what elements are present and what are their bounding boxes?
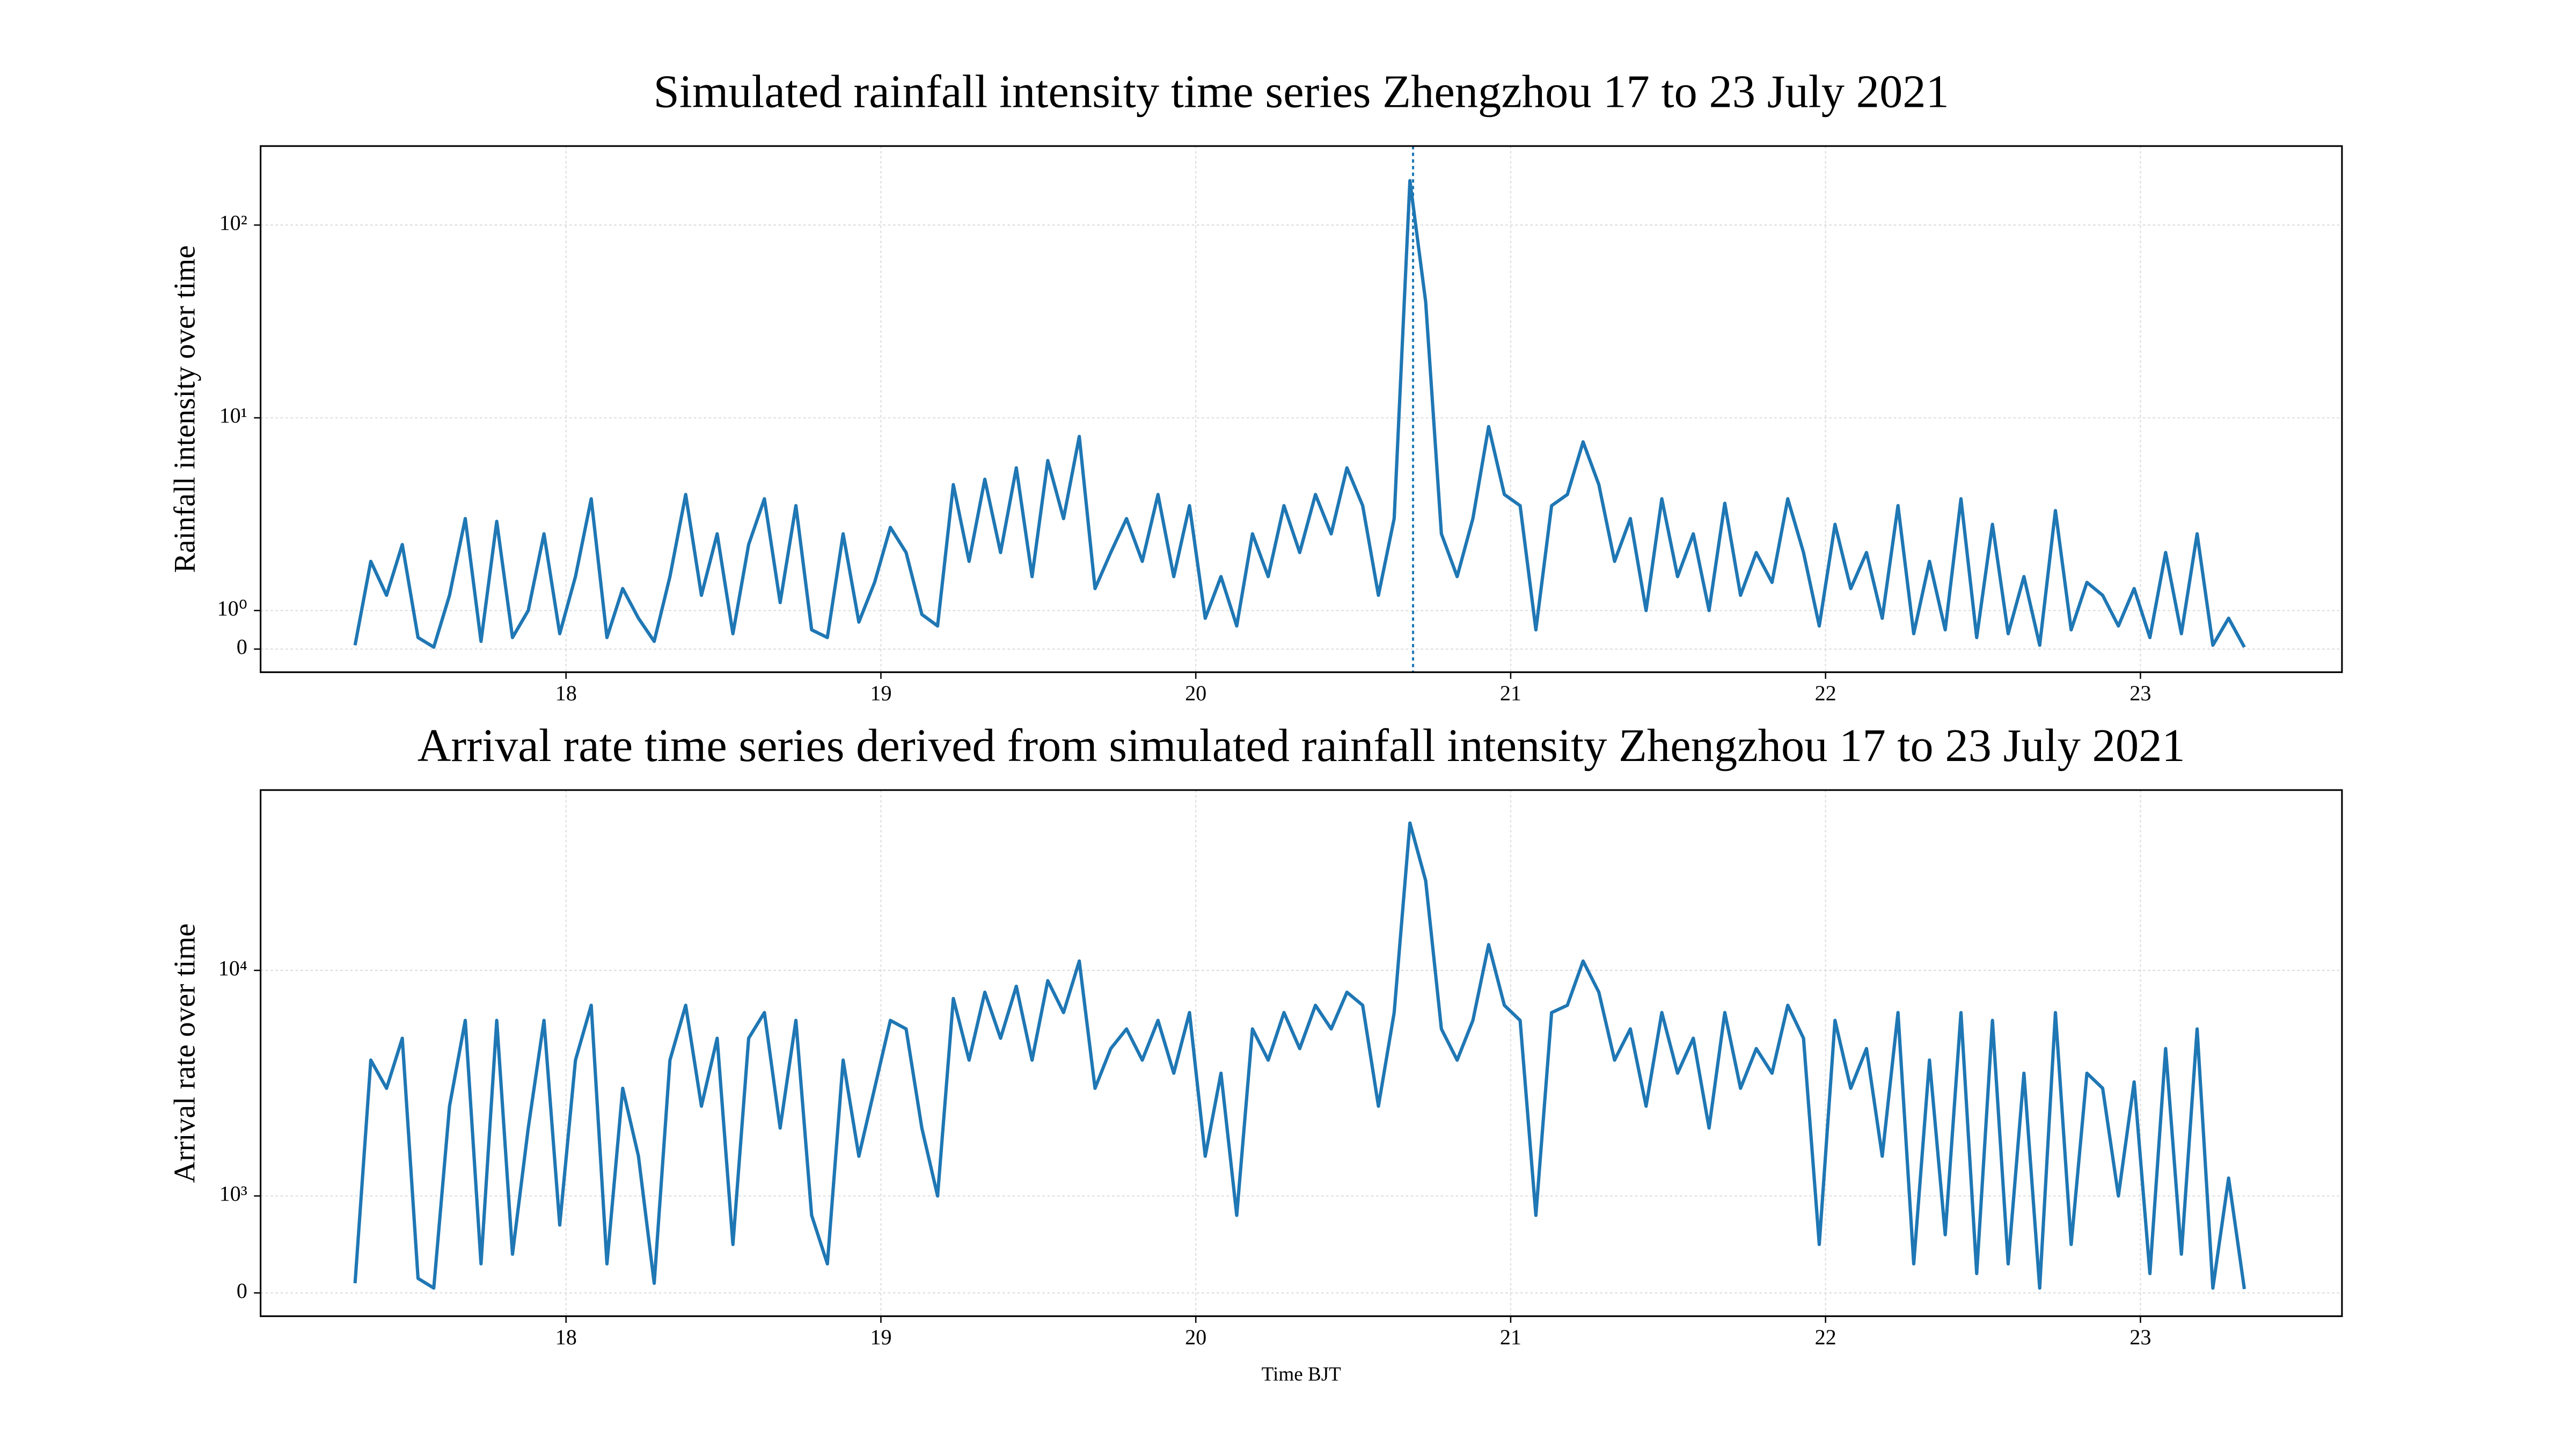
y-tick-label: 0 [237, 635, 247, 659]
y-tick-label: 0 [237, 1278, 247, 1302]
x-axis-label: Time BJT [1262, 1363, 1341, 1385]
axes-frame [260, 145, 2343, 674]
chart-title: Arrival rate time series derived from si… [418, 720, 2185, 771]
y-axis-label: Rainfall intensity over time [168, 245, 201, 573]
data-line [353, 821, 2246, 1290]
x-tick-label: 21 [1500, 1325, 1521, 1349]
x-tick-label: 22 [1815, 681, 1836, 705]
x-tick-label: 23 [2129, 681, 2151, 705]
x-tick-label: 18 [555, 681, 577, 705]
x-tick-label: 20 [1185, 1325, 1206, 1349]
y-tick-label: 10² [219, 211, 247, 235]
x-tick-label: 19 [870, 681, 891, 705]
y-tick-label: 10⁰ [217, 596, 247, 620]
data-line [353, 179, 2246, 649]
x-tick-label: 21 [1500, 681, 1521, 705]
x-tick-label: 23 [2129, 1325, 2151, 1349]
y-tick-label: 10⁴ [218, 956, 247, 980]
chart-title: Simulated rainfall intensity time series… [654, 65, 1949, 117]
y-tick-label: 10³ [219, 1182, 247, 1206]
axes-frame [260, 789, 2343, 1318]
x-tick-label: 18 [555, 1325, 577, 1349]
x-tick-label: 19 [870, 1325, 891, 1349]
x-tick-label: 22 [1815, 1325, 1836, 1349]
x-tick-label: 20 [1185, 681, 1206, 705]
y-tick-label: 10¹ [219, 404, 247, 428]
y-axis-label: Arrival rate over time [168, 924, 201, 1183]
